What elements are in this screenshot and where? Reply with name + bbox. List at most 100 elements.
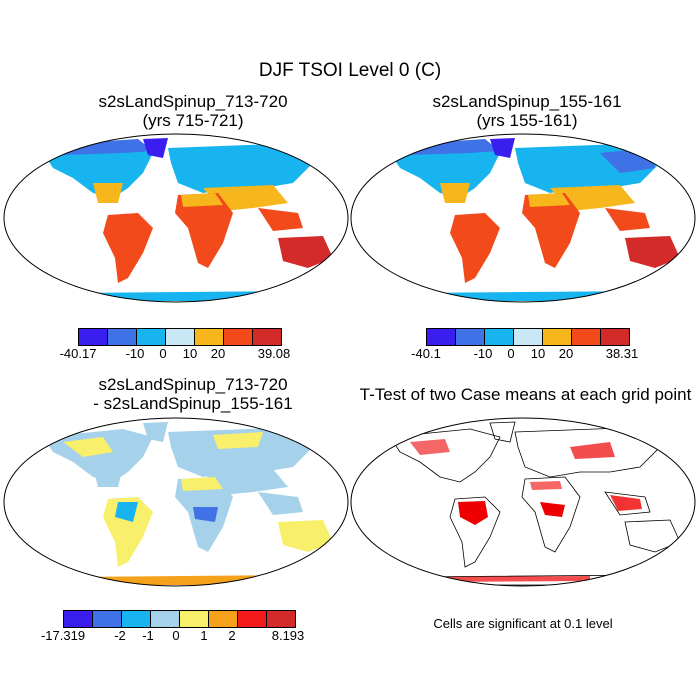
panel2-colorbar-bin	[456, 329, 485, 345]
greenland-landmass	[143, 422, 168, 442]
panel3-colorbar-bin	[64, 611, 93, 627]
sahara-landmass	[528, 193, 570, 207]
colorbar-tick-label: 10	[530, 346, 546, 361]
panel2-colorbar-bin	[601, 329, 629, 345]
panel2-title: s2sLandSpinup_155-161 (yrs 155-161)	[357, 92, 697, 130]
map-border	[350, 133, 696, 303]
central-africa-patch	[193, 507, 218, 522]
panel3-colorbar-bin	[122, 611, 151, 627]
australia-landmass	[625, 236, 680, 268]
greenland-outline	[489, 421, 516, 443]
arctic-canada-landmass	[48, 139, 153, 155]
panel1-title: s2sLandSpinup_713-720 (yrs 715-721)	[20, 92, 366, 130]
panel2-title-line1: s2sLandSpinup_155-161	[432, 92, 622, 111]
maritime-asia-landmass	[605, 208, 650, 231]
colorbar-tick-label: 20	[210, 346, 226, 361]
panel2-colorbar-bin	[543, 329, 572, 345]
significant-cells-antarctica	[430, 576, 590, 582]
sahara-landmass	[181, 193, 223, 207]
panel1-title-line2: (yrs 715-721)	[142, 111, 244, 130]
significance-note: Cells are significant at 0.1 level	[433, 616, 613, 631]
panel3-colorbar	[63, 610, 296, 628]
panel1-title-line1: s2sLandSpinup_713-720	[98, 92, 288, 111]
map-border	[3, 417, 349, 587]
colorbar-tick-label: 20	[558, 346, 574, 361]
eurasia-warm-patch	[213, 432, 263, 449]
greenland-landmass	[490, 138, 515, 158]
panel2-colorbar-bin	[514, 329, 543, 345]
colorbar-tick-label: 0	[159, 346, 167, 361]
panel3-title: s2sLandSpinup_713-720 - s2sLandSpinup_15…	[20, 375, 366, 413]
colorbar-tick-label: 0	[172, 628, 180, 643]
north-america-warm-patch	[63, 437, 113, 457]
panel1-colorbar-bin	[79, 329, 108, 345]
north-america-landmass	[390, 145, 500, 198]
map-border	[3, 133, 349, 303]
colorbar-tick-label: 8.193	[271, 628, 305, 643]
panel3-colorbar-bin	[180, 611, 209, 627]
panel3-colorbar-bin	[238, 611, 267, 627]
colorbar-tick-label: -2	[114, 628, 126, 643]
eurasia-landmass	[168, 427, 313, 477]
colorbar-tick-label: 0	[507, 346, 515, 361]
south-america-landmass	[450, 213, 500, 283]
significant-cells-maritime-asia	[610, 495, 642, 511]
panel3-colorbar-bin	[267, 611, 295, 627]
australia-landmass	[278, 236, 333, 268]
maritime-asia-outline	[604, 491, 651, 516]
significant-cells-eurasia	[570, 442, 615, 459]
colorbar-tick-label: 38.31	[605, 346, 639, 361]
panel4-title: T-Test of two Case means at each grid po…	[359, 385, 692, 404]
colorbar-tick-label: 39.08	[257, 346, 291, 361]
panel1-colorbar-bin	[224, 329, 253, 345]
panel2-colorbar	[426, 328, 630, 346]
colorbar-tick-label: -17.319	[40, 628, 86, 643]
panel2-colorbar-bin	[427, 329, 456, 345]
sahara-landmass	[181, 477, 223, 491]
eurasia-landmass	[168, 143, 313, 193]
antarctica-landmass	[53, 575, 313, 585]
panel3-title-line1: s2sLandSpinup_713-720	[98, 375, 288, 394]
south-america-landmass	[103, 213, 153, 283]
panel1-colorbar-bin	[108, 329, 137, 345]
panel1-colorbar-bin	[166, 329, 195, 345]
colorbar-tick-label: -1	[142, 628, 154, 643]
australia-outline	[624, 519, 681, 553]
panel1-colorbar	[78, 328, 282, 346]
africa-landmass	[175, 193, 233, 268]
panel2-colorbar-bin	[485, 329, 514, 345]
us-south-landmass	[93, 467, 123, 487]
arctic-canada-landmass	[395, 139, 500, 155]
panel1-colorbar-bin	[195, 329, 224, 345]
north-america-outline	[389, 428, 501, 483]
colorbar-tick-label: -40.17	[59, 346, 97, 361]
significant-cells-central-africa	[540, 502, 565, 517]
colorbar-tick-label: 1	[200, 628, 208, 643]
south-america-outline	[449, 496, 501, 568]
australia-landmass	[278, 520, 333, 552]
figure-title: DJF TSOI Level 0 (C)	[258, 60, 442, 81]
colorbar-tick-label: -10	[125, 346, 145, 361]
colorbar-tick-label: 10	[182, 346, 198, 361]
panel2-colorbar-bin	[572, 329, 601, 345]
panel1-map	[3, 133, 349, 303]
panel3-colorbar-bin	[151, 611, 180, 627]
us-south-landmass	[440, 183, 470, 203]
maritime-asia-landmass	[258, 492, 303, 515]
panel3-colorbar-bin	[209, 611, 238, 627]
greenland-landmass	[143, 138, 168, 158]
africa-outline	[521, 476, 581, 553]
panel1-colorbar-bin	[253, 329, 281, 345]
north-america-landmass	[43, 145, 153, 198]
panel2-title-line2: (yrs 155-161)	[476, 111, 578, 130]
us-south-landmass	[93, 183, 123, 203]
panel3-colorbar-bin	[93, 611, 122, 627]
panel2-map	[350, 133, 696, 303]
maritime-asia-landmass	[258, 208, 303, 231]
panel1-colorbar-bin	[137, 329, 166, 345]
map-border	[350, 417, 696, 587]
panel3-title-line2: - s2sLandSpinup_155-161	[93, 394, 293, 413]
antarctica-landmass	[53, 291, 313, 301]
colorbar-tick-label: -10	[473, 346, 493, 361]
africa-landmass	[522, 193, 580, 268]
